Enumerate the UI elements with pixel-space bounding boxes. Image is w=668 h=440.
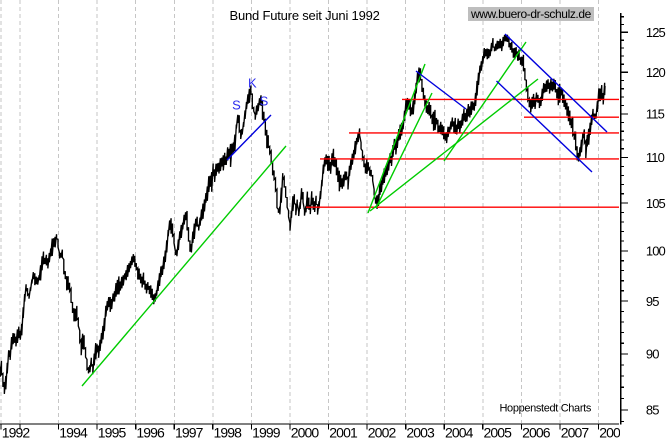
svg-text:120: 120 [646, 65, 666, 80]
svg-text:110: 110 [646, 150, 665, 165]
svg-text:2007: 2007 [561, 424, 590, 440]
svg-text:1998: 1998 [214, 424, 243, 440]
svg-text:2005: 2005 [484, 424, 513, 440]
svg-text:S: S [260, 94, 269, 109]
svg-text:115: 115 [646, 107, 665, 122]
svg-text:www.buero-dr-schulz.de: www.buero-dr-schulz.de [470, 7, 592, 21]
svg-text:1997: 1997 [175, 424, 204, 440]
svg-text:K: K [248, 76, 257, 91]
svg-text:1992: 1992 [2, 424, 31, 440]
svg-text:2002: 2002 [368, 424, 397, 440]
svg-text:2008: 2008 [599, 424, 628, 440]
svg-text:Hoppenstedt Charts: Hoppenstedt Charts [499, 403, 591, 415]
svg-text:2004: 2004 [445, 424, 474, 440]
svg-text:2003: 2003 [406, 424, 435, 440]
svg-text:100: 100 [646, 244, 666, 259]
svg-text:2001: 2001 [329, 424, 358, 440]
svg-text:1994: 1994 [59, 424, 88, 440]
svg-text:2000: 2000 [291, 424, 320, 440]
svg-text:105: 105 [646, 196, 666, 211]
svg-text:S: S [232, 98, 241, 113]
svg-text:125: 125 [646, 25, 666, 40]
svg-text:95: 95 [646, 294, 659, 309]
svg-text:1996: 1996 [136, 424, 165, 440]
svg-text:1995: 1995 [98, 424, 127, 440]
svg-text:1999: 1999 [252, 424, 281, 440]
svg-text:85: 85 [646, 403, 659, 418]
svg-text:2006: 2006 [522, 424, 551, 440]
svg-text:Bund Future seit Juni 1992: Bund Future seit Juni 1992 [230, 8, 380, 23]
svg-text:90: 90 [646, 347, 659, 362]
